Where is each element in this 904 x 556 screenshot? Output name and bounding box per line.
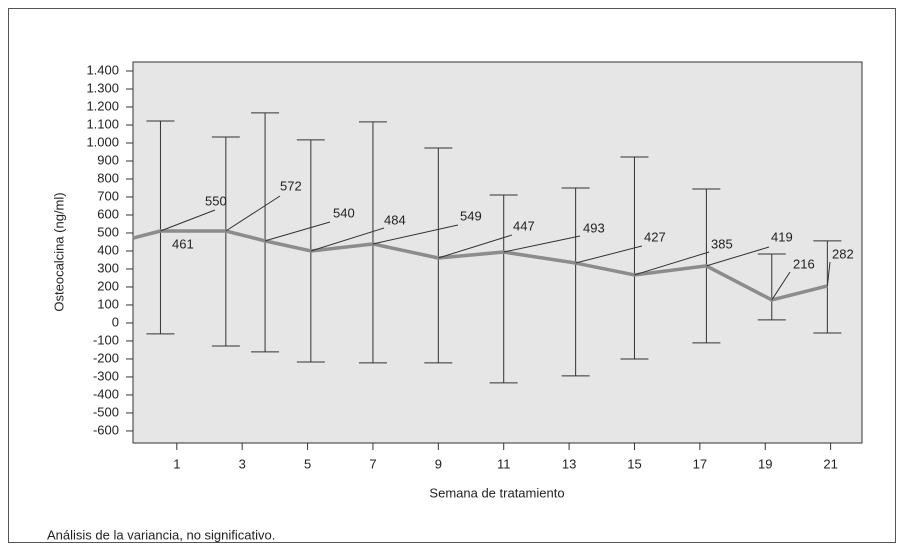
x-tick-label: 7 [369, 456, 376, 471]
annotation: 427 [644, 229, 666, 244]
annotation: 484 [384, 212, 406, 227]
x-tick-label: 1 [173, 456, 180, 471]
y-tick-label: 700 [97, 188, 119, 203]
y-tick-label: 1.400 [86, 62, 119, 77]
y-tick-label: -300 [93, 368, 119, 383]
footnote: Análisis de la variancia, no significati… [47, 527, 275, 542]
error-bar [251, 112, 280, 353]
y-tick-label: 600 [97, 206, 119, 221]
annotation: 216 [793, 256, 815, 271]
error-bar [424, 147, 453, 364]
x-tick-label: 9 [435, 456, 442, 471]
leader-line [310, 227, 385, 252]
y-tick-label: 300 [97, 260, 119, 275]
error-bar [757, 253, 786, 321]
leader-line [160, 209, 216, 232]
leader-line [634, 251, 710, 276]
y-tick-label: -600 [93, 422, 119, 437]
y-tick-label: 1.100 [86, 116, 119, 131]
annotation: 282 [832, 246, 854, 261]
y-tick-label: 1.200 [86, 98, 119, 113]
leader-line [225, 195, 281, 232]
x-tick-label: 17 [693, 456, 707, 471]
error-bar [489, 194, 518, 384]
annotation: 550 [205, 193, 227, 208]
y-tick-label: -200 [93, 350, 119, 365]
annotation: 549 [460, 208, 482, 223]
annotation: 447 [513, 218, 535, 233]
error-bar [561, 187, 590, 377]
x-tick-label: 13 [562, 456, 576, 471]
x-tick-label: 21 [823, 456, 837, 471]
y-tick-label: 0 [112, 314, 119, 329]
leader-line [438, 234, 513, 259]
y-tick-label: 200 [97, 278, 119, 293]
y-axis-title: Osteocalcina (ng/ml) [51, 192, 66, 311]
leader-line [264, 221, 331, 242]
x-axis-title: Semana de tratamiento [429, 485, 564, 500]
y-tick-label: -400 [93, 386, 119, 401]
y-tick-label: 500 [97, 224, 119, 239]
x-tick-label: 3 [239, 456, 246, 471]
error-bar [146, 120, 175, 335]
annotation: 572 [280, 178, 302, 193]
annotation: 493 [583, 220, 605, 235]
y-tick-label: 400 [97, 242, 119, 257]
leader-line [575, 245, 643, 264]
x-tick-label: 15 [627, 456, 641, 471]
x-tick-label: 11 [497, 456, 511, 471]
annotation: 419 [771, 229, 793, 244]
leader-line [771, 271, 791, 301]
annotation: 540 [333, 205, 355, 220]
y-tick-label: -500 [93, 404, 119, 419]
x-tick-label: 19 [758, 456, 772, 471]
leader-line [826, 261, 831, 286]
error-bar [211, 136, 240, 347]
annotation: 461 [172, 236, 194, 251]
y-tick-label: 100 [97, 296, 119, 311]
y-tick-label: 800 [97, 170, 119, 185]
y-tick-label: 1.300 [86, 80, 119, 95]
x-tick-label: 5 [304, 456, 311, 471]
y-tick-label: 900 [97, 152, 119, 167]
y-tick-label: -100 [93, 332, 119, 347]
leader-line [372, 224, 459, 245]
error-bar [620, 156, 649, 360]
y-tick-label: 1.000 [86, 134, 119, 149]
leader-line [706, 246, 770, 267]
annotation: 385 [711, 236, 733, 251]
leader-line [503, 235, 581, 253]
